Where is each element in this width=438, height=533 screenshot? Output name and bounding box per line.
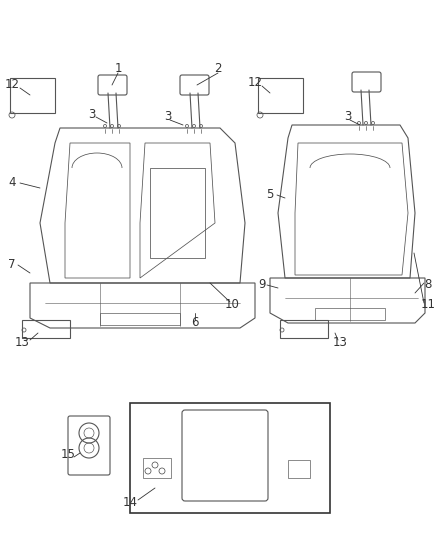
Text: 7: 7 [8,259,16,271]
Text: 1: 1 [114,62,122,76]
Text: 12: 12 [247,77,262,90]
Text: 10: 10 [225,298,240,311]
Text: 2: 2 [214,62,222,76]
Text: 3: 3 [164,110,172,124]
Text: 13: 13 [332,336,347,350]
Text: 14: 14 [123,497,138,510]
Text: 13: 13 [14,336,29,350]
Text: 11: 11 [420,298,435,311]
Text: 5: 5 [266,189,274,201]
Text: 8: 8 [424,279,432,292]
Text: 3: 3 [344,110,352,124]
Text: 15: 15 [60,448,75,462]
Text: 12: 12 [4,78,20,92]
Text: 4: 4 [8,176,16,190]
Text: 3: 3 [88,109,95,122]
Text: 9: 9 [258,279,266,292]
Text: 6: 6 [191,317,199,329]
